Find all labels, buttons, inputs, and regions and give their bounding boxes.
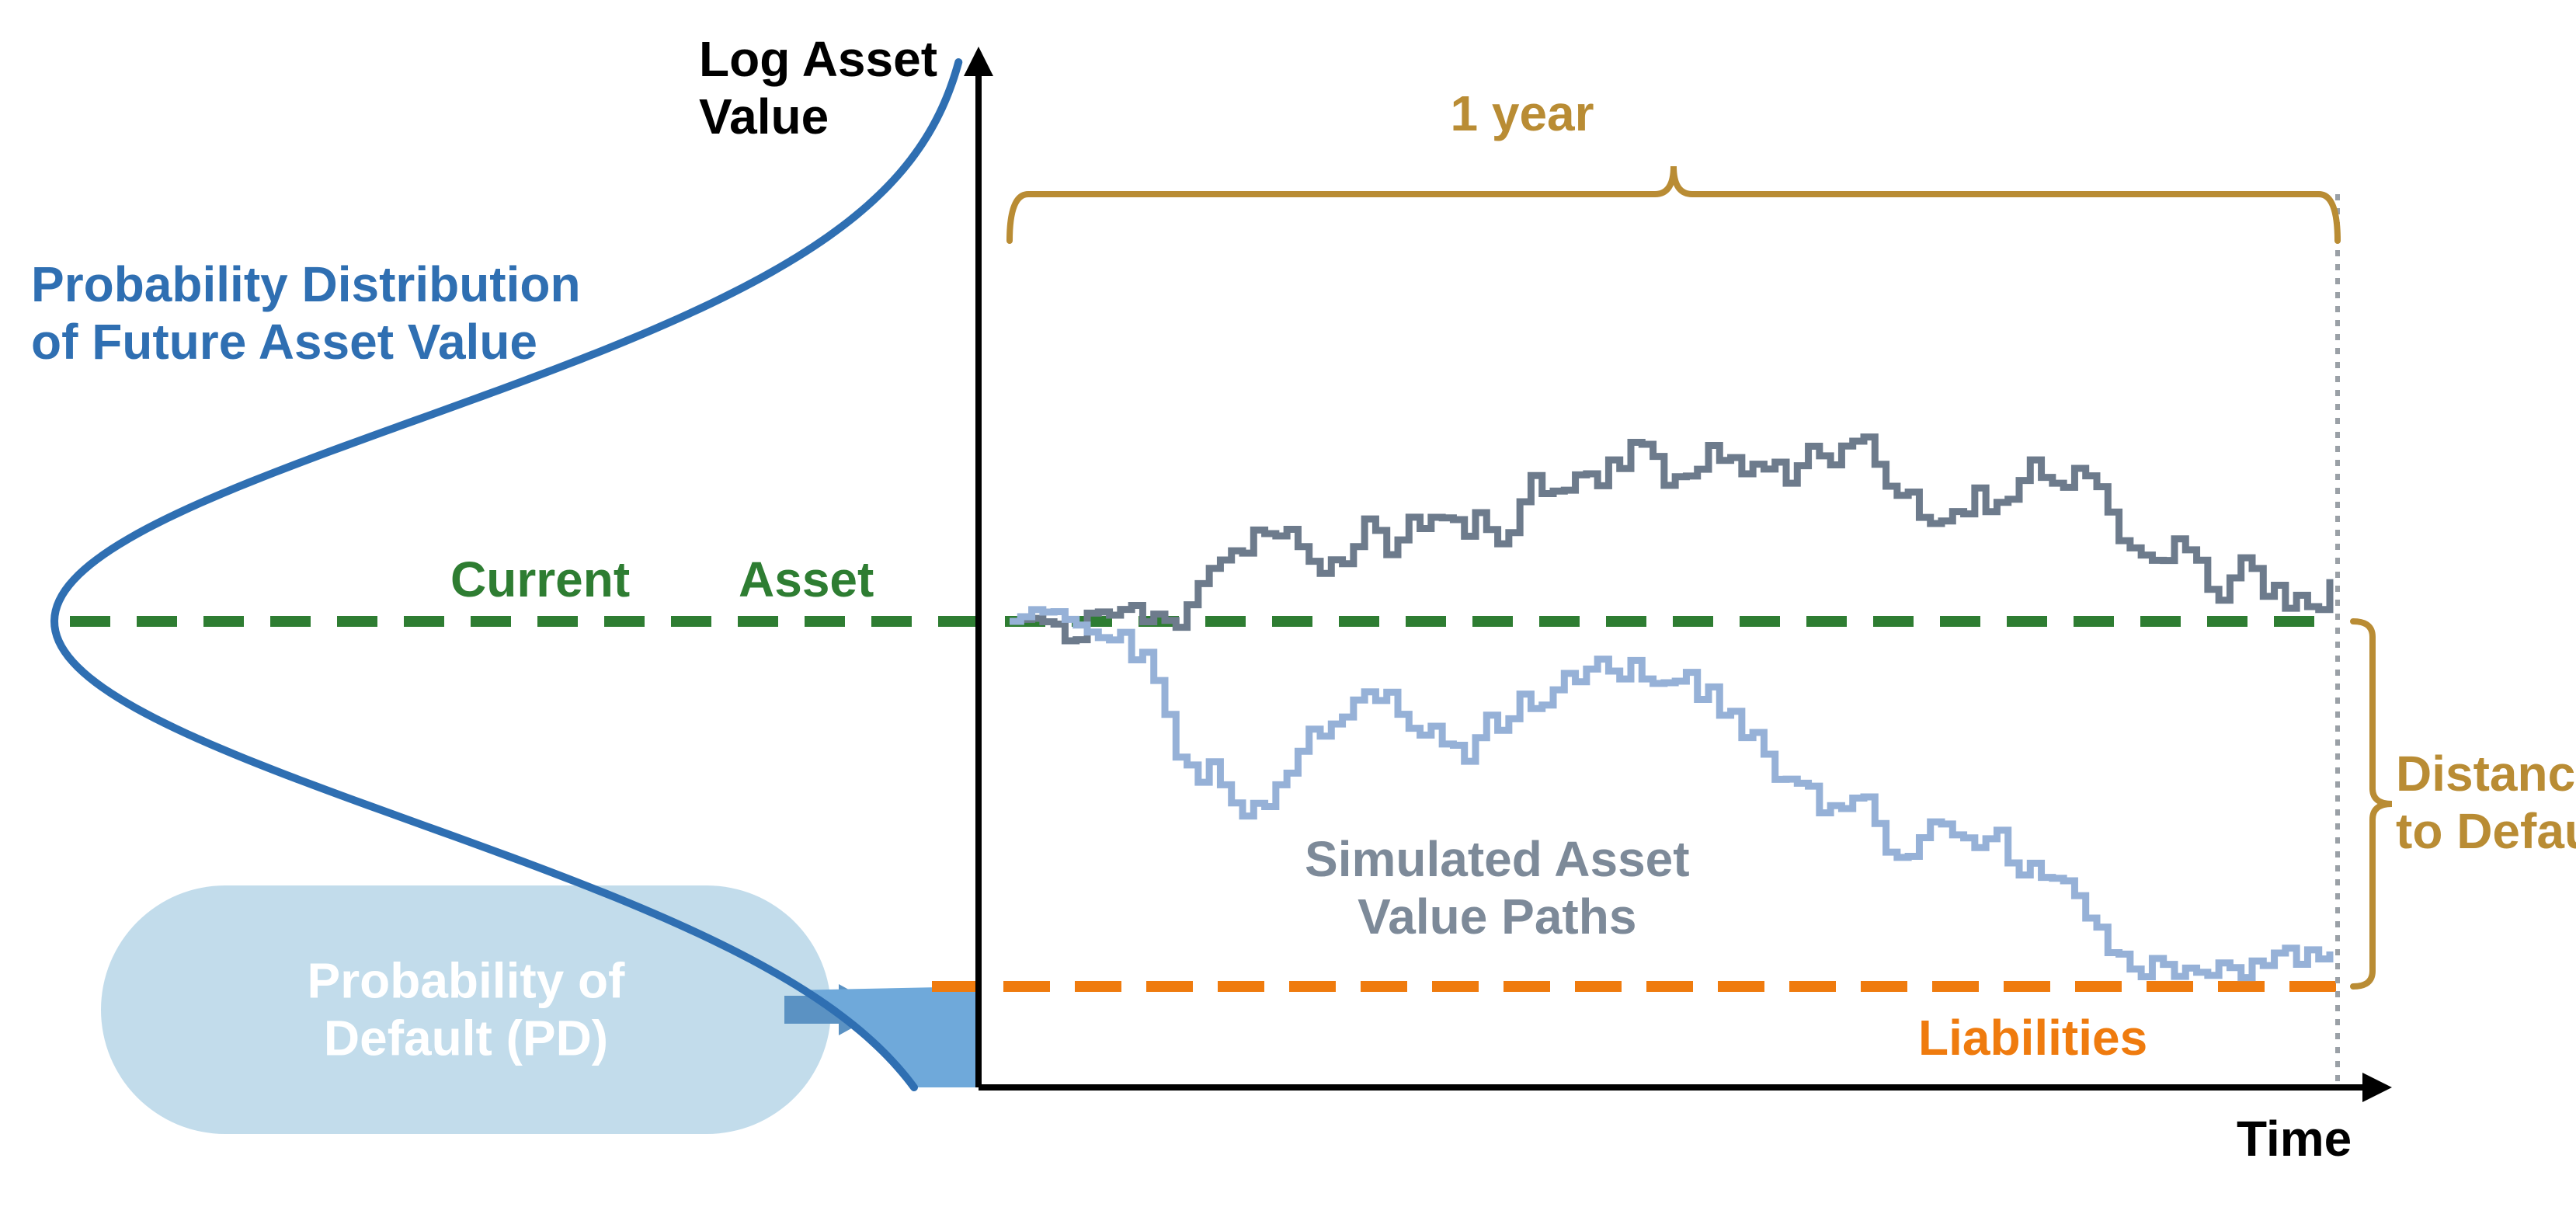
y-axis-label: Log Asset Value xyxy=(699,31,937,145)
d2d-label: Distance to Default xyxy=(2396,746,2576,860)
pd-bubble-label: Probability of Default (PD) xyxy=(308,952,625,1066)
x-axis-arrow-icon xyxy=(2362,1073,2392,1102)
sim-paths-label: Simulated Asset Value Paths xyxy=(1305,831,1690,945)
d2d-bracket xyxy=(2353,621,2392,986)
distribution-tail-fill xyxy=(804,986,979,1087)
current-asset-label: Current Asset xyxy=(450,551,874,609)
liabilities-label: Liabilities xyxy=(1918,1010,2147,1067)
path-upper xyxy=(1010,437,2330,641)
y-axis-arrow-icon xyxy=(964,47,993,76)
diagram-stage: Log Asset Value Time Current Asset Liabi… xyxy=(0,0,2576,1221)
x-axis-label: Time xyxy=(2237,1111,2352,1168)
year-label: 1 year xyxy=(1450,85,1594,143)
year-bracket xyxy=(1010,166,2338,241)
dist-label: Probability Distribution of Future Asset… xyxy=(31,256,581,370)
